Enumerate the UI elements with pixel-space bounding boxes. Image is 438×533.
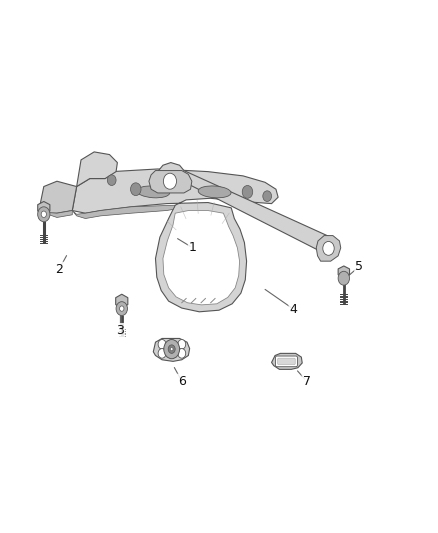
- Circle shape: [158, 340, 166, 349]
- FancyBboxPatch shape: [278, 358, 295, 365]
- FancyBboxPatch shape: [276, 356, 297, 367]
- Circle shape: [263, 191, 272, 201]
- Circle shape: [163, 173, 177, 189]
- Polygon shape: [72, 205, 175, 219]
- Circle shape: [164, 340, 180, 359]
- Circle shape: [107, 175, 116, 185]
- Circle shape: [178, 340, 186, 349]
- Polygon shape: [72, 169, 278, 312]
- Circle shape: [178, 349, 186, 358]
- Ellipse shape: [198, 186, 231, 198]
- Polygon shape: [116, 294, 128, 308]
- Circle shape: [338, 271, 350, 285]
- Circle shape: [41, 211, 46, 217]
- Circle shape: [131, 183, 141, 196]
- Polygon shape: [316, 236, 341, 261]
- Text: 5: 5: [355, 260, 363, 273]
- Text: 6: 6: [178, 375, 186, 387]
- Circle shape: [38, 207, 50, 222]
- Circle shape: [170, 348, 173, 351]
- Polygon shape: [163, 211, 240, 305]
- Polygon shape: [153, 338, 190, 361]
- Text: 3: 3: [117, 324, 124, 337]
- Text: 7: 7: [303, 375, 311, 387]
- Polygon shape: [149, 171, 192, 193]
- Polygon shape: [39, 181, 77, 213]
- Circle shape: [168, 345, 175, 353]
- Circle shape: [158, 349, 166, 358]
- Text: 2: 2: [55, 263, 63, 276]
- Polygon shape: [272, 353, 302, 369]
- Polygon shape: [155, 163, 333, 253]
- Text: 4: 4: [290, 303, 297, 316]
- Polygon shape: [39, 208, 72, 217]
- Ellipse shape: [137, 186, 170, 198]
- Circle shape: [120, 306, 124, 311]
- Text: 1: 1: [189, 241, 197, 254]
- Polygon shape: [77, 152, 117, 187]
- Circle shape: [116, 302, 127, 316]
- Polygon shape: [38, 201, 50, 214]
- Polygon shape: [338, 266, 350, 278]
- Circle shape: [323, 241, 334, 255]
- Circle shape: [242, 185, 253, 198]
